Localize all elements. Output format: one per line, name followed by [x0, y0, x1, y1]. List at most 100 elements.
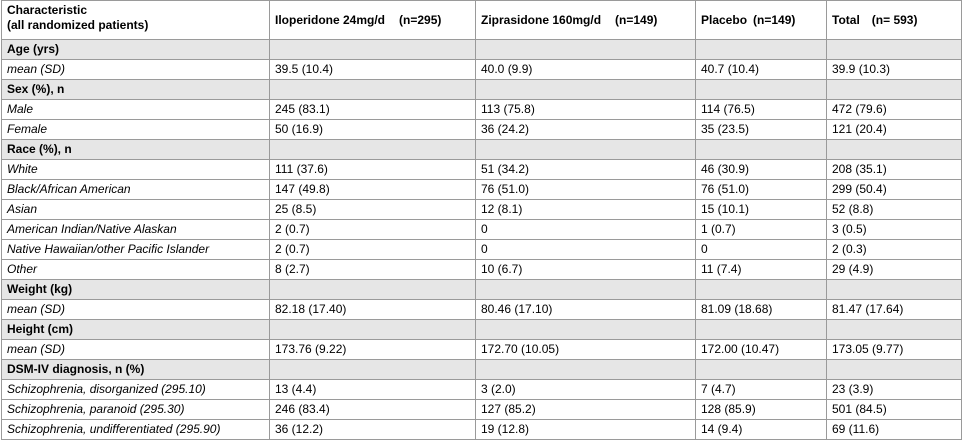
total-cell: 81.47 (17.64) [826, 299, 962, 320]
ziprasidone-cell: 40.0 (9.9) [475, 59, 696, 80]
ziprasidone-cell: 51 (34.2) [475, 159, 696, 180]
total-cell: 501 (84.5) [826, 399, 962, 420]
iloperidone-cell: 8 (2.7) [269, 259, 476, 280]
section-empty-cell [826, 39, 962, 60]
iloperidone-cell: 111 (37.6) [269, 159, 476, 180]
placebo-cell: 40.7 (10.4) [695, 59, 827, 80]
row-label: White [1, 159, 270, 180]
section-heading: Weight (kg) [1, 279, 270, 300]
iloperidone-cell: 82.18 (17.40) [269, 299, 476, 320]
row-label: mean (SD) [1, 299, 270, 320]
section-row: Weight (kg) [1, 279, 962, 300]
section-empty-cell [695, 319, 827, 340]
placebo-cell: 0 [695, 239, 827, 260]
section-empty-cell [695, 139, 827, 160]
header-placebo-n: (n=149) [753, 12, 796, 27]
placebo-cell: 35 (23.5) [695, 119, 827, 140]
row-label: Female [1, 119, 270, 140]
row-label: Other [1, 259, 270, 280]
section-heading: Race (%), n [1, 139, 270, 160]
table-row: mean (SD) 39.5 (10.4) 40.0 (9.9) 40.7 (10.4… [1, 59, 962, 80]
row-label: Schizophrenia, disorganized (295.10) [1, 379, 270, 400]
header-placebo-label: Placebo [701, 12, 748, 27]
placebo-cell: 172.00 (10.47) [695, 339, 827, 360]
ziprasidone-cell: 172.70 (10.05) [475, 339, 696, 360]
header-placebo: Placebo (n=149) [695, 0, 827, 40]
section-row: DSM-IV diagnosis, n (%) [1, 359, 962, 380]
ziprasidone-cell: 19 (12.8) [475, 419, 696, 440]
section-empty-cell [269, 359, 476, 380]
row-label: American Indian/Native Alaskan [1, 219, 270, 240]
iloperidone-cell: 39.5 (10.4) [269, 59, 476, 80]
total-cell: 52 (8.8) [826, 199, 962, 220]
ziprasidone-cell: 0 [475, 239, 696, 260]
table-row: Schizophrenia, disorganized (295.10) 13 (… [1, 379, 962, 400]
section-row: Sex (%), n [1, 79, 962, 100]
section-empty-cell [475, 359, 696, 380]
header-ziprasidone: Ziprasidone 160mg/d (n=149) [475, 0, 696, 40]
total-cell: 208 (35.1) [826, 159, 962, 180]
header-total-n: (n= 593) [871, 12, 918, 27]
header-iloperidone: Iloperidone 24mg/d (n=295) [269, 0, 476, 40]
section-empty-cell [475, 139, 696, 160]
table-row: Female 50 (16.9) 36 (24.2) 35 (23.5) 121 (20… [1, 119, 962, 140]
header-iloperidone-label: Iloperidone 24mg/d [275, 12, 386, 27]
total-cell: 3 (0.5) [826, 219, 962, 240]
ziprasidone-cell: 113 (75.8) [475, 99, 696, 120]
iloperidone-cell: 147 (49.8) [269, 179, 476, 200]
section-empty-cell [695, 279, 827, 300]
total-cell: 23 (3.9) [826, 379, 962, 400]
ziprasidone-cell: 0 [475, 219, 696, 240]
header-total-label: Total [832, 12, 860, 27]
placebo-cell: 46 (30.9) [695, 159, 827, 180]
table-row: Male 245 (83.1) 113 (75.8) 114 (76.5) 472 (7… [1, 99, 962, 120]
section-empty-cell [695, 359, 827, 380]
table-row: Other 8 (2.7) 10 (6.7) 11 (7.4) 29 (4.9) [1, 259, 962, 280]
section-heading: Sex (%), n [1, 79, 270, 100]
section-empty-cell [269, 139, 476, 160]
iloperidone-cell: 245 (83.1) [269, 99, 476, 120]
header-characteristic-sublabel: (all randomized patients) [7, 18, 149, 32]
row-label: Native Hawaiian/other Pacific Islander [1, 239, 270, 260]
table-row: White 111 (37.6) 51 (34.2) 46 (30.9) 208 (35… [1, 159, 962, 180]
row-label: mean (SD) [1, 339, 270, 360]
section-empty-cell [269, 279, 476, 300]
row-label: Schizophrenia, undifferentiated (295.90) [1, 419, 270, 440]
total-cell: 39.9 (10.3) [826, 59, 962, 80]
header-ziprasidone-n: (n=149) [615, 12, 658, 27]
section-heading: DSM-IV diagnosis, n (%) [1, 359, 270, 380]
ziprasidone-cell: 127 (85.2) [475, 399, 696, 420]
section-empty-cell [475, 279, 696, 300]
section-empty-cell [475, 319, 696, 340]
ziprasidone-cell: 12 (8.1) [475, 199, 696, 220]
section-empty-cell [826, 139, 962, 160]
ziprasidone-cell: 76 (51.0) [475, 179, 696, 200]
table-row: Native Hawaiian/other Pacific Islander 2 … [1, 239, 962, 260]
section-row: Race (%), n [1, 139, 962, 160]
iloperidone-cell: 2 (0.7) [269, 239, 476, 260]
ziprasidone-cell: 80.46 (17.10) [475, 299, 696, 320]
header-total: Total (n= 593) [826, 0, 962, 40]
total-cell: 173.05 (9.77) [826, 339, 962, 360]
placebo-cell: 1 (0.7) [695, 219, 827, 240]
total-cell: 121 (20.4) [826, 119, 962, 140]
section-empty-cell [826, 319, 962, 340]
header-row: Characteristic (all randomized patients)… [1, 0, 962, 40]
header-ziprasidone-label: Ziprasidone 160mg/d [481, 12, 602, 27]
header-iloperidone-n: (n=295) [399, 12, 442, 27]
total-cell: 69 (11.6) [826, 419, 962, 440]
placebo-cell: 11 (7.4) [695, 259, 827, 280]
header-characteristic-label: Characteristic [7, 3, 88, 17]
row-label: Male [1, 99, 270, 120]
table-row: Asian 25 (8.5) 12 (8.1) 15 (10.1) 52 (8.8) [1, 199, 962, 220]
section-empty-cell [269, 319, 476, 340]
row-label: mean (SD) [1, 59, 270, 80]
section-empty-cell [269, 79, 476, 100]
placebo-cell: 114 (76.5) [695, 99, 827, 120]
total-cell: 299 (50.4) [826, 179, 962, 200]
iloperidone-cell: 246 (83.4) [269, 399, 476, 420]
placebo-cell: 7 (4.7) [695, 379, 827, 400]
section-row: Height (cm) [1, 319, 962, 340]
table-row: Schizophrenia, paranoid (295.30) 246 (83.… [1, 399, 962, 420]
